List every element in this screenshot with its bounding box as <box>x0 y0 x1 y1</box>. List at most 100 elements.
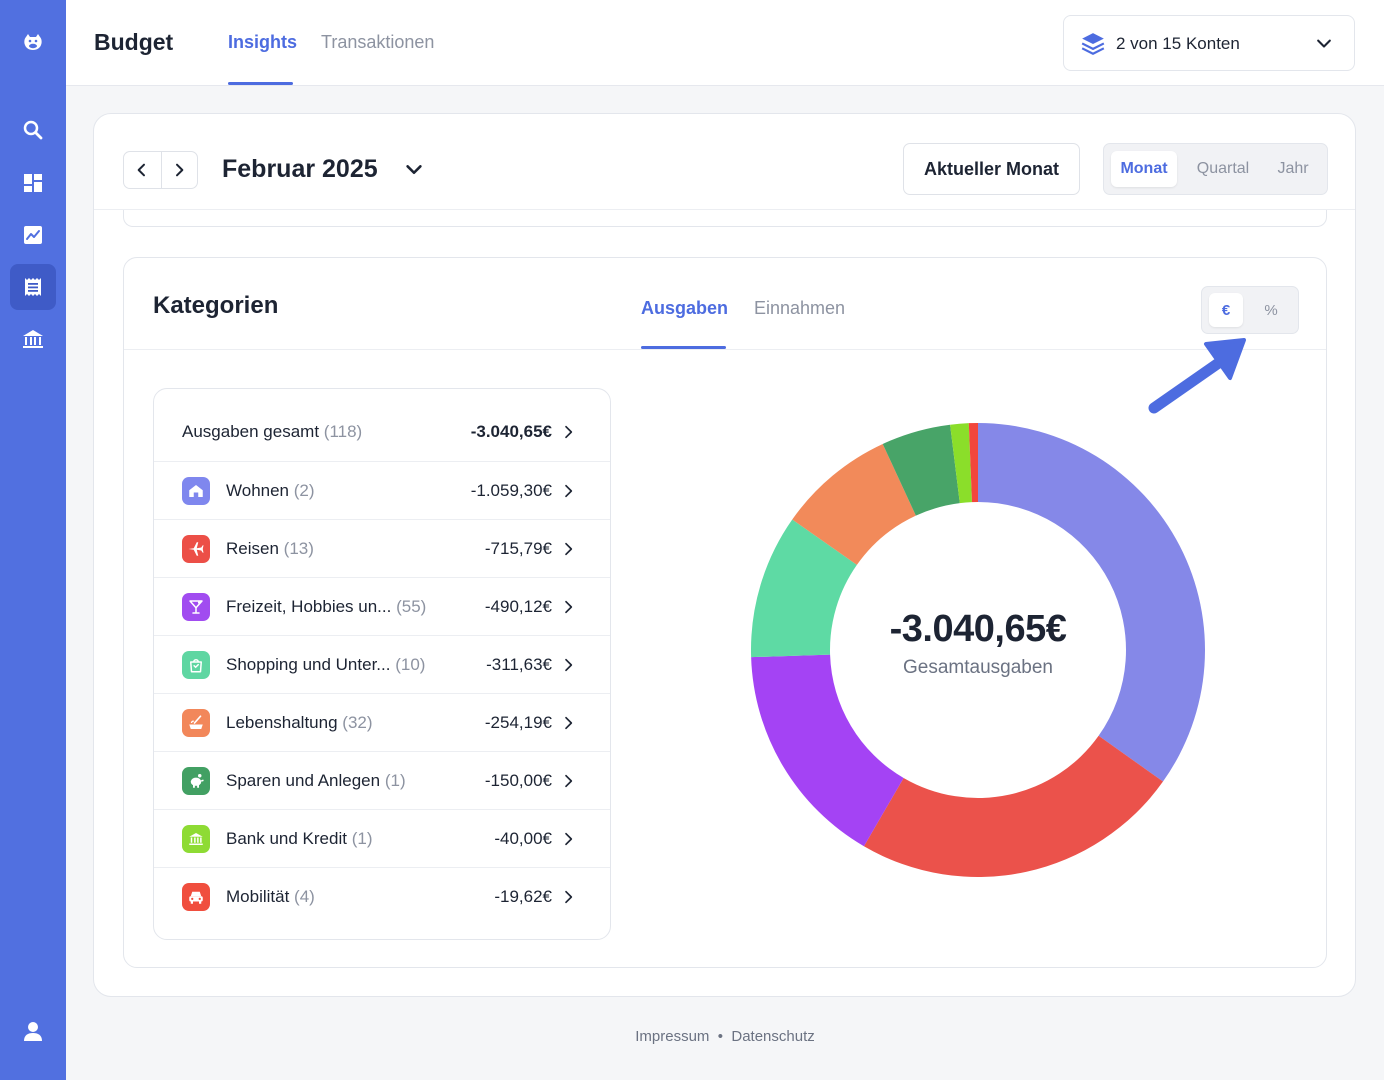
dashboard-icon[interactable] <box>10 160 56 206</box>
donut-center: -3.040,65€ Gesamtausgaben <box>751 608 1205 679</box>
tab-transaktionen[interactable]: Transaktionen <box>321 32 435 52</box>
total-label: Ausgaben gesamt (118) <box>182 422 363 441</box>
datenschutz-link[interactable]: Datenschutz <box>731 1028 815 1045</box>
category-row-reisen[interactable]: Reisen (13) -715,79€ <box>154 519 610 577</box>
category-row-lebenshaltung[interactable]: Lebenshaltung (32) -254,19€ <box>154 693 610 751</box>
category-amount: -254,19€ <box>484 713 552 732</box>
app-title: Budget <box>94 29 174 55</box>
chevron-right-icon <box>565 774 573 788</box>
donut-slice-6[interactable] <box>950 423 973 504</box>
category-label: Bank und Kredit (1) <box>226 829 373 848</box>
donut-slice-5[interactable] <box>882 424 960 516</box>
impressum-link[interactable]: Impressum <box>635 1028 710 1045</box>
chevron-right-icon <box>565 425 573 439</box>
category-amount: -1.059,30€ <box>470 481 552 500</box>
category-label: Sparen und Anlegen (1) <box>226 771 406 790</box>
collapsed-section <box>123 210 1327 227</box>
categories-card: Kategorien Ausgaben Einnahmen € % Ausgab… <box>123 257 1327 968</box>
category-row-freizeit[interactable]: Freizeit, Hobbies un... (55) -490,12€ <box>154 577 610 635</box>
category-amount: -490,12€ <box>484 597 552 616</box>
period-toggle: Monat Quartal Jahr <box>1103 143 1328 195</box>
chevron-down-icon <box>1317 39 1331 48</box>
previous-period-button[interactable] <box>124 152 161 188</box>
category-row-wohnen[interactable]: Wohnen (2) -1.059,30€ <box>154 461 610 519</box>
expenses-donut-chart <box>751 423 1205 877</box>
sidebar <box>0 0 66 1080</box>
shopping-bag-icon <box>182 651 210 679</box>
total-row[interactable]: Ausgaben gesamt (118) -3.040,65€ <box>154 403 610 461</box>
category-label: Shopping und Unter... (10) <box>226 655 426 674</box>
donut-slice-7[interactable] <box>968 423 978 503</box>
donut-slice-3[interactable] <box>751 519 857 658</box>
chevron-right-icon <box>565 542 573 556</box>
chevron-down-icon[interactable] <box>403 159 425 181</box>
unit-option-euro[interactable]: € <box>1209 293 1243 327</box>
category-list: Ausgaben gesamt (118) -3.040,65€ Wohnen … <box>153 388 611 940</box>
period-option-jahr[interactable]: Jahr <box>1277 160 1309 177</box>
unit-option-percent[interactable]: % <box>1264 301 1278 319</box>
divider <box>94 209 1355 210</box>
tab-einnahmen[interactable]: Einnahmen <box>754 298 846 318</box>
next-period-button[interactable] <box>160 152 198 188</box>
category-row-bank[interactable]: Bank und Kredit (1) -40,00€ <box>154 809 610 867</box>
category-amount: -715,79€ <box>484 539 552 558</box>
category-label: Mobilität (4) <box>226 887 315 906</box>
insights-card: Februar 2025 Aktueller Monat Monat Quart… <box>93 113 1356 997</box>
chevron-right-icon <box>565 658 573 672</box>
bank-icon <box>182 825 210 853</box>
receipt-icon[interactable] <box>10 264 56 310</box>
search-icon[interactable] <box>10 107 56 153</box>
active-tab-indicator <box>228 82 293 85</box>
category-amount: -150,00€ <box>484 771 552 790</box>
chevron-right-icon <box>565 600 573 614</box>
arrow-annotation-icon <box>1148 338 1246 414</box>
chevron-right-icon <box>565 890 573 904</box>
chart-icon[interactable] <box>10 212 56 258</box>
chevron-right-icon <box>565 716 573 730</box>
divider <box>124 349 1326 350</box>
category-label: Lebenshaltung (32) <box>226 713 373 732</box>
cooking-icon <box>182 709 210 737</box>
category-amount: -19,62€ <box>494 887 552 906</box>
plane-icon <box>182 535 210 563</box>
top-bar: Budget Insights Transaktionen 2 von 15 K… <box>66 0 1384 86</box>
donut-slice-1[interactable] <box>863 735 1163 877</box>
chevron-right-icon <box>565 832 573 846</box>
chevron-right-icon <box>176 163 184 177</box>
category-row-mobilitaet[interactable]: Mobilität (4) -19,62€ <box>154 867 610 925</box>
current-month-button[interactable]: Aktueller Monat <box>903 143 1080 195</box>
donut-total-value: -3.040,65€ <box>889 608 1067 650</box>
period-option-monat[interactable]: Monat <box>1111 151 1177 187</box>
category-label: Freizeit, Hobbies un... (55) <box>226 597 427 616</box>
period-title[interactable]: Februar 2025 <box>222 155 378 183</box>
account-selector[interactable]: 2 von 15 Konten <box>1063 15 1355 71</box>
donut-slice-0[interactable] <box>978 423 1205 782</box>
category-label: Wohnen (2) <box>226 481 315 500</box>
donut-slice-4[interactable] <box>792 443 916 565</box>
tab-insights[interactable]: Insights <box>228 32 298 52</box>
bank-icon[interactable] <box>10 316 56 362</box>
account-selector-label: 2 von 15 Konten <box>1116 34 1240 53</box>
chevron-right-icon <box>565 484 573 498</box>
car-icon <box>182 883 210 911</box>
categories-title: Kategorien <box>153 292 279 319</box>
user-icon[interactable] <box>10 1008 56 1054</box>
category-row-shopping[interactable]: Shopping und Unter... (10) -311,63€ <box>154 635 610 693</box>
cocktail-icon <box>182 593 210 621</box>
layers-icon <box>1081 33 1105 55</box>
hippo-logo-icon[interactable] <box>10 20 56 66</box>
category-label: Reisen (13) <box>226 539 314 558</box>
footer-separator: • <box>717 1028 724 1045</box>
piggy-bank-icon <box>182 767 210 795</box>
house-icon <box>182 477 210 505</box>
donut-total-label: Gesamtausgaben <box>903 657 1053 678</box>
category-row-sparen[interactable]: Sparen und Anlegen (1) -150,00€ <box>154 751 610 809</box>
period-option-quartal[interactable]: Quartal <box>1196 160 1250 177</box>
unit-toggle: € % <box>1201 286 1299 334</box>
footer: Impressum • Datenschutz <box>66 1028 1384 1045</box>
chevron-left-icon <box>137 163 146 177</box>
total-amount: -3.040,65€ <box>470 422 552 441</box>
donut-slice-2[interactable] <box>751 654 904 847</box>
tab-ausgaben[interactable]: Ausgaben <box>641 298 729 318</box>
active-tab-indicator <box>641 346 726 349</box>
